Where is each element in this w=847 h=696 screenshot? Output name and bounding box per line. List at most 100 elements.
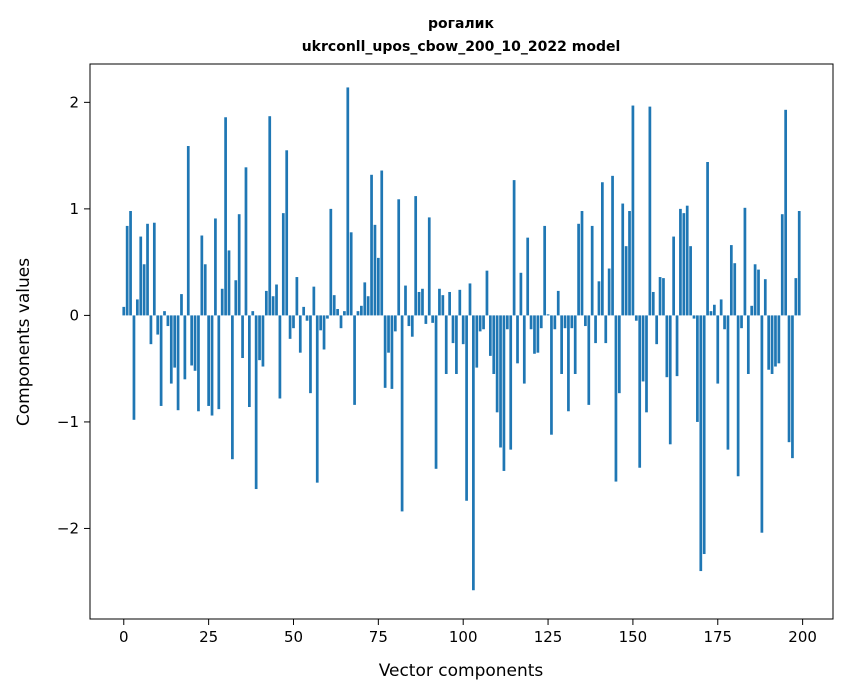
bar (241, 315, 244, 359)
bar (726, 315, 730, 450)
bar (560, 315, 563, 374)
bar (729, 245, 733, 316)
bar (692, 315, 696, 319)
bar (387, 315, 390, 353)
bar (624, 246, 628, 316)
bar (275, 284, 278, 316)
bar (780, 214, 784, 316)
bar (590, 225, 594, 316)
bar (197, 315, 200, 412)
bar (349, 232, 353, 316)
bar (292, 315, 295, 329)
bar (458, 289, 462, 316)
bar (719, 299, 723, 316)
bar (570, 315, 574, 329)
y-tick-label: 0 (69, 306, 79, 324)
bar (638, 315, 642, 468)
bar (346, 87, 350, 316)
bar (214, 218, 217, 316)
bar (397, 199, 401, 316)
bar (149, 315, 153, 345)
bar (376, 257, 380, 316)
y-axis-ticks: −2 −1 0 1 2 (57, 93, 90, 537)
bar (353, 315, 356, 405)
bar (176, 315, 180, 411)
bar (261, 315, 265, 367)
bar (407, 315, 411, 327)
bar (312, 286, 316, 316)
bar (682, 213, 686, 316)
chart-title-line-2: ukrconll_upos_cbow_200_10_2022 model (302, 39, 621, 55)
bar (414, 196, 418, 316)
bar (706, 162, 709, 316)
bar (248, 315, 251, 408)
bars-group (122, 87, 801, 591)
bar (271, 296, 275, 316)
y-tick-label: 2 (69, 93, 79, 111)
bar (380, 170, 384, 316)
chart-title: рогалик ukrconll_upos_cbow_200_10_2022 m… (302, 16, 621, 55)
bar (757, 269, 760, 316)
bar (237, 214, 241, 316)
bar (794, 278, 798, 316)
bar (186, 146, 190, 316)
bar (451, 315, 455, 344)
bar (607, 268, 611, 316)
bar (723, 315, 726, 330)
bar (234, 280, 238, 316)
bar (434, 315, 438, 469)
bar (482, 315, 485, 330)
bar (536, 315, 540, 353)
x-tick-label: 125 (534, 628, 563, 646)
bar (543, 225, 547, 316)
bar (315, 315, 319, 483)
bar (713, 304, 716, 316)
bar (689, 246, 692, 316)
bar (797, 211, 801, 316)
bar (373, 224, 377, 316)
bar (180, 294, 183, 316)
bar (736, 315, 740, 477)
bar (326, 315, 329, 319)
bar (597, 281, 601, 316)
bar (152, 222, 156, 316)
bar (716, 315, 720, 384)
bar (651, 291, 655, 316)
bar (431, 315, 435, 323)
x-tick-label: 0 (119, 628, 129, 646)
bar (220, 288, 224, 316)
bar (743, 207, 747, 316)
bar (142, 264, 146, 316)
bar (427, 217, 431, 316)
bar (533, 315, 536, 354)
bar (139, 236, 143, 316)
bar (594, 315, 597, 344)
bar (156, 315, 160, 335)
y-tick-label: −1 (57, 413, 79, 431)
x-tick-label: 75 (369, 628, 388, 646)
bar (573, 315, 577, 374)
bar (163, 311, 166, 316)
bar (231, 315, 234, 460)
bar (227, 250, 231, 316)
bar (417, 291, 421, 316)
bar (468, 283, 472, 316)
bar (634, 315, 638, 321)
x-tick-label: 150 (619, 628, 648, 646)
bar (617, 315, 621, 394)
bar (400, 315, 404, 512)
bar (360, 305, 363, 316)
bar (183, 315, 187, 380)
bar (611, 175, 614, 316)
bar (601, 182, 604, 316)
bar (509, 315, 513, 450)
bar (193, 315, 197, 371)
bar (567, 315, 570, 412)
bar (169, 315, 173, 384)
bar (356, 311, 360, 316)
bar (645, 315, 648, 413)
bar (679, 208, 682, 316)
bar (512, 180, 516, 316)
bar (546, 314, 550, 316)
